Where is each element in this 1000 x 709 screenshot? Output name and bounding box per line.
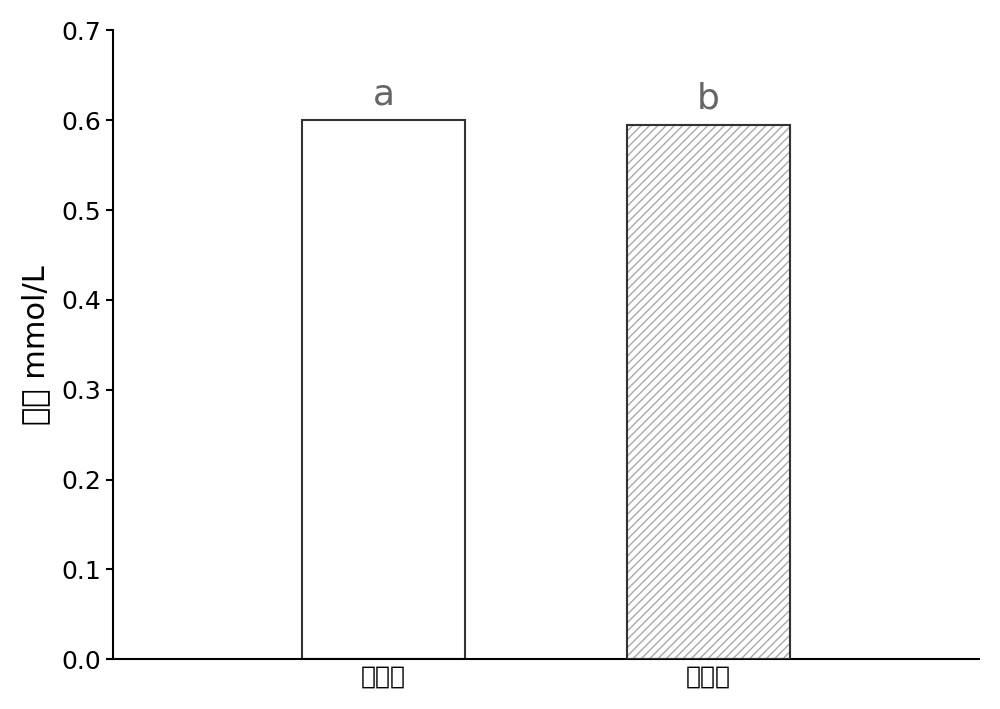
- Y-axis label: 浓度 mmol/L: 浓度 mmol/L: [21, 265, 50, 425]
- Bar: [627, 125, 790, 659]
- Text: b: b: [697, 82, 720, 116]
- Bar: [302, 121, 465, 659]
- Text: a: a: [372, 77, 394, 111]
- Bar: [627, 125, 790, 659]
